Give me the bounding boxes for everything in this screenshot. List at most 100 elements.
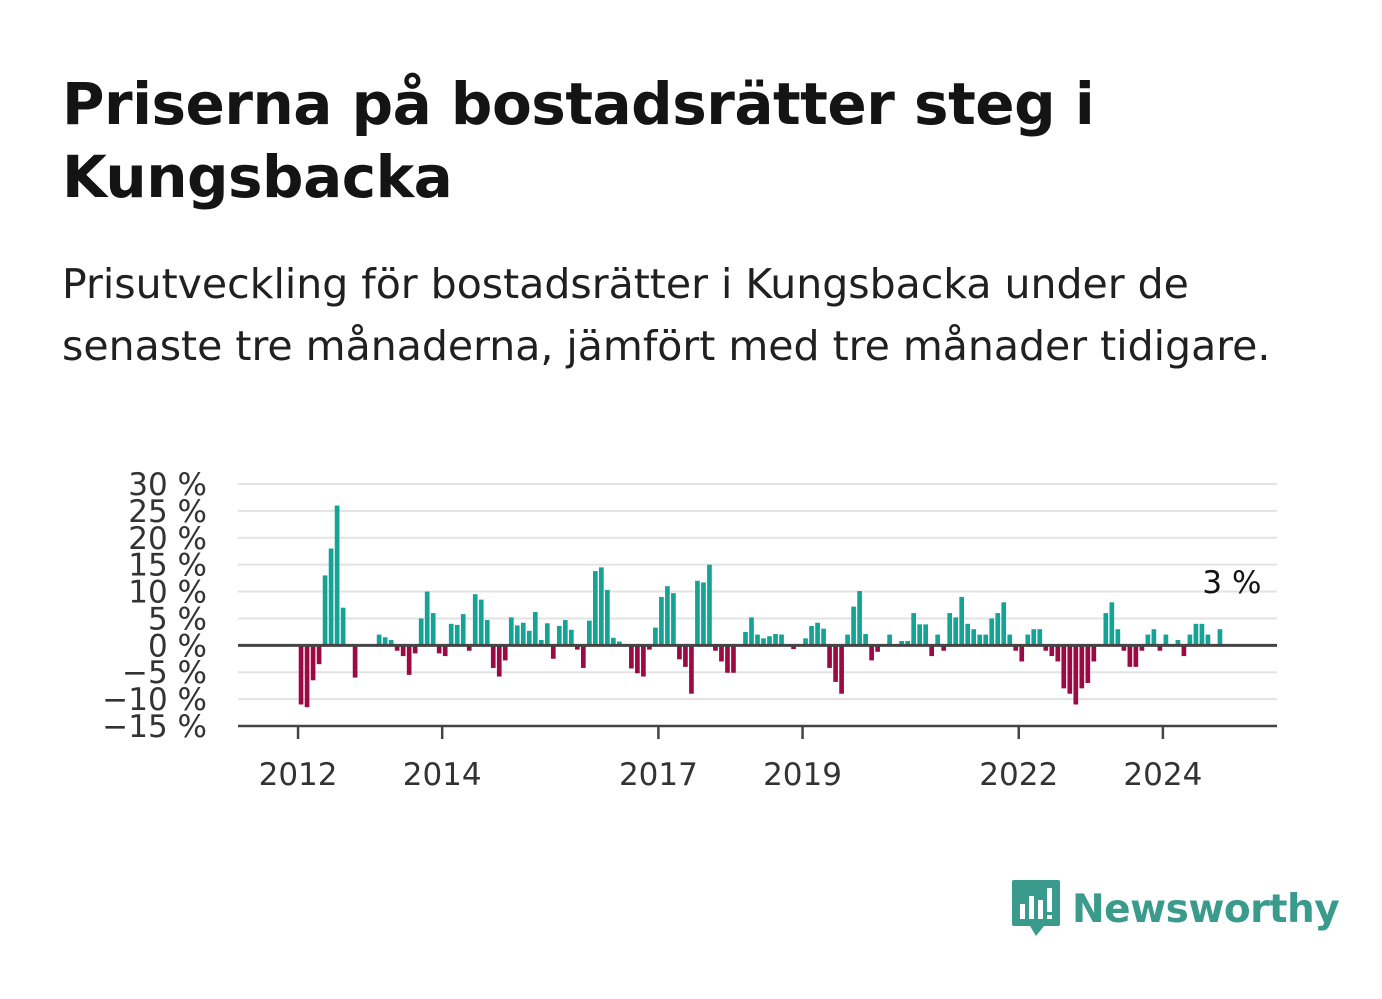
bar — [767, 636, 772, 646]
bar — [617, 641, 622, 646]
bar — [989, 618, 995, 646]
chart-title: Priserna på bostadsrätter steg i Kungsba… — [62, 70, 1095, 211]
bar — [550, 645, 556, 659]
bar — [1187, 634, 1193, 646]
bar — [863, 634, 868, 646]
bar — [947, 613, 953, 646]
y-tick-label: 5 % — [148, 601, 207, 637]
y-tick-label: −10 % — [102, 682, 207, 718]
bar — [875, 645, 880, 652]
bar — [935, 634, 941, 646]
bar — [899, 641, 904, 646]
bar — [1085, 645, 1091, 683]
bar — [611, 637, 616, 646]
bars — [298, 505, 1223, 708]
bar — [1025, 634, 1031, 646]
bar — [725, 645, 730, 673]
bar — [635, 645, 640, 674]
bar — [923, 624, 928, 646]
y-tick-label: 10 % — [128, 575, 207, 611]
bar — [304, 645, 310, 708]
bar — [821, 628, 826, 646]
bar — [322, 575, 328, 646]
brand-name: Newsworthy — [1072, 886, 1340, 932]
bar — [466, 645, 472, 651]
bar — [1199, 623, 1205, 646]
bar — [1151, 629, 1157, 646]
bar — [538, 639, 544, 646]
last-value-annotation: 3 % — [1202, 565, 1261, 601]
bar — [629, 645, 634, 669]
y-tick-label: 25 % — [128, 494, 207, 530]
bar — [749, 617, 754, 646]
bar — [448, 623, 454, 646]
bar — [929, 645, 935, 657]
x-tick-label: 2022 — [979, 757, 1058, 793]
bar — [340, 607, 346, 646]
bar — [1019, 645, 1025, 662]
bar — [412, 645, 418, 654]
y-tick-label: 15 % — [128, 548, 207, 584]
bar — [647, 645, 652, 650]
bar — [665, 586, 670, 646]
bar — [659, 596, 664, 646]
x-tick-label: 2019 — [763, 757, 842, 793]
bar — [827, 645, 832, 668]
x-tick-label: 2014 — [403, 757, 482, 793]
x-tick-label: 2024 — [1123, 757, 1202, 793]
bar — [833, 645, 838, 682]
bar — [532, 611, 538, 646]
bar — [310, 645, 316, 681]
bar — [298, 645, 304, 705]
bar — [1073, 645, 1079, 705]
bar — [995, 613, 1001, 646]
bar — [580, 645, 586, 668]
bar — [490, 645, 496, 668]
bar — [520, 622, 526, 646]
bar — [418, 618, 424, 646]
bar — [352, 645, 358, 678]
bar — [743, 631, 748, 646]
tick-labels: −15 %−10 %−5 %0 %5 %10 %15 %20 %25 %30 %… — [102, 467, 1261, 793]
bar — [400, 645, 406, 657]
bar — [713, 645, 718, 651]
bar — [959, 596, 965, 646]
bar — [1103, 613, 1109, 646]
bar — [761, 638, 766, 646]
bar — [917, 624, 922, 646]
bar — [508, 617, 514, 646]
bar — [683, 645, 688, 667]
bar — [869, 645, 874, 661]
bar — [1139, 645, 1145, 651]
bar — [1091, 645, 1097, 662]
bar — [911, 613, 916, 646]
bar — [857, 591, 862, 646]
bar — [460, 614, 466, 646]
bar — [334, 505, 340, 646]
bar — [719, 645, 724, 662]
bar — [605, 589, 610, 646]
grid-lines — [238, 483, 1277, 701]
bar — [1175, 639, 1181, 646]
y-tick-label: −15 % — [102, 709, 207, 745]
bar — [839, 645, 844, 694]
bar — [514, 625, 520, 646]
bar — [568, 629, 574, 646]
bar — [472, 594, 478, 646]
bar — [442, 645, 448, 657]
y-tick-label: 30 % — [128, 467, 207, 503]
bar — [376, 634, 382, 646]
bar — [707, 564, 712, 646]
y-tick-label: −5 % — [122, 655, 207, 691]
bar — [851, 606, 856, 646]
bar — [454, 624, 460, 646]
bar — [526, 630, 532, 646]
bar — [695, 580, 700, 646]
bar — [562, 620, 568, 646]
bar — [1205, 634, 1211, 646]
bar — [1163, 634, 1169, 646]
bar — [803, 638, 808, 646]
bar — [424, 591, 430, 646]
bar — [1115, 629, 1121, 646]
